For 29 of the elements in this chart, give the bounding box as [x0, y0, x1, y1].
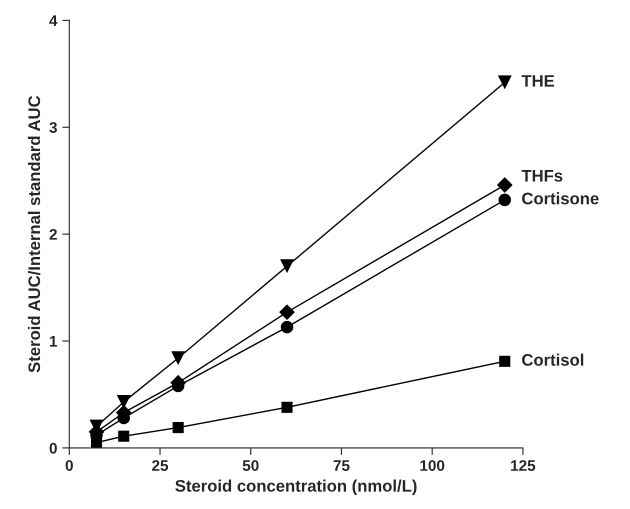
- point: [498, 75, 512, 90]
- point: [280, 259, 294, 274]
- series-label: Cortisone: [522, 192, 599, 204]
- point: [118, 430, 130, 442]
- series-label: THFs: [522, 170, 562, 182]
- x-tick-label: 50: [242, 460, 259, 471]
- point: [90, 437, 102, 448]
- y-tick-label: 4: [49, 15, 58, 26]
- y-tick-label: 1: [50, 336, 58, 347]
- x-axis-title: Steroid concentration (nmol/L): [175, 480, 417, 496]
- y-axis-title: Steroid AUC/Internal standard AUC: [28, 96, 40, 372]
- y-tick-label: 2: [50, 229, 57, 240]
- point: [279, 304, 295, 320]
- point: [171, 351, 186, 366]
- x-tick-label: 75: [334, 460, 350, 471]
- point: [498, 194, 512, 206]
- x-tick-label: 25: [152, 460, 168, 471]
- x-tick-label: 0: [66, 460, 73, 471]
- point: [499, 356, 510, 367]
- x-tick-label: 125: [511, 460, 536, 471]
- y-tick-label: 3: [49, 122, 57, 133]
- point: [280, 320, 294, 334]
- point: [496, 177, 513, 193]
- series-label: THE: [522, 75, 554, 87]
- x-tick-label: 100: [420, 460, 444, 471]
- point: [172, 422, 184, 434]
- y-tick-label: 0: [50, 442, 57, 454]
- point: [281, 402, 293, 413]
- series-label: Cortisol: [522, 354, 584, 366]
